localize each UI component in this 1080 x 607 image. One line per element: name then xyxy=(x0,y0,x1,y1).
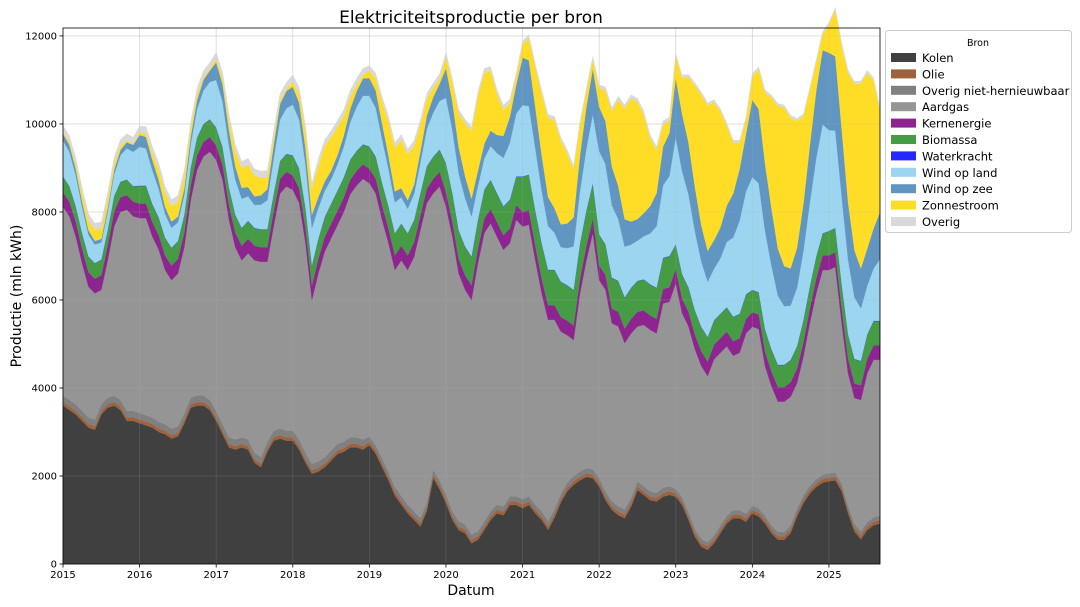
y-axis: 0 2000 4000 6000 8000 10000 12000 xyxy=(25,31,63,571)
legend-item-kolen: Kolen xyxy=(891,51,954,65)
x-axis-label: Datum xyxy=(447,583,494,599)
legend-item-zonnestroom: Zonnestroom xyxy=(891,199,999,213)
legend-label: Kolen xyxy=(922,51,954,65)
legend-item-olie: Olie xyxy=(891,67,945,81)
series-areas xyxy=(62,6,881,565)
y-tick-label: 4000 xyxy=(32,383,57,394)
x-tick-label: 2021 xyxy=(510,570,535,581)
legend-item-overig-niet-hernieuwbaar: Overig niet-hernieuwbaar xyxy=(891,84,1070,98)
legend-item-wind-op-land: Wind op land xyxy=(891,166,997,180)
y-tick-label: 12000 xyxy=(25,31,57,42)
plot-frame xyxy=(62,27,881,565)
legend-swatch xyxy=(891,102,916,112)
legend-item-biomassa: Biomassa xyxy=(891,133,977,147)
legend-swatch xyxy=(891,85,916,95)
legend-label: Wind op zee xyxy=(922,182,993,196)
y-tick-label: 2000 xyxy=(32,471,57,482)
legend-label: Wind op land xyxy=(922,166,997,180)
y-axis-label: Productie (mln kWh) xyxy=(9,225,25,368)
x-tick-label: 2020 xyxy=(433,570,458,581)
legend-item-kernenergie: Kernenergie xyxy=(891,117,991,131)
x-tick-label: 2024 xyxy=(740,570,765,581)
legend-swatch xyxy=(891,200,916,210)
legend-label: Overig niet-hernieuwbaar xyxy=(922,84,1070,98)
legend-label: Waterkracht xyxy=(922,149,993,163)
x-tick-label: 2018 xyxy=(280,570,305,581)
x-tick-label: 2023 xyxy=(663,570,688,581)
legend-box xyxy=(885,30,1072,233)
legend-label: Aardgas xyxy=(922,100,969,114)
x-tick-label: 2017 xyxy=(203,570,228,581)
legend-item-wind-op-zee: Wind op zee xyxy=(891,182,993,196)
legend-swatch xyxy=(891,184,916,194)
legend-swatch xyxy=(891,135,916,144)
legend-label: Olie xyxy=(922,67,945,81)
legend: Bron Kolen Olie Overig niet-hernieuwbaar Aa… xyxy=(885,30,1072,233)
y-tick-label: 0 xyxy=(51,560,57,571)
x-tick-label: 2016 xyxy=(127,570,152,581)
legend-swatch xyxy=(891,53,916,62)
y-tick-label: 8000 xyxy=(32,207,57,218)
y-tick-label: 10000 xyxy=(25,119,57,130)
legend-title: Bron xyxy=(967,38,989,49)
legend-label: Kernenergie xyxy=(922,117,991,131)
legend-swatch xyxy=(891,151,916,161)
legend-label: Overig xyxy=(922,215,960,229)
x-tick-label: 2019 xyxy=(357,570,382,581)
legend-item-aardgas: Aardgas xyxy=(891,100,969,114)
legend-label: Zonnestroom xyxy=(922,199,999,213)
legend-swatch xyxy=(891,217,916,226)
x-tick-label: 2015 xyxy=(50,570,75,581)
legend-swatch xyxy=(891,167,916,177)
legend-swatch xyxy=(891,118,916,128)
legend-item-waterkracht: Waterkracht xyxy=(891,149,993,163)
legend-swatch xyxy=(891,69,916,79)
x-tick-label: 2025 xyxy=(816,570,841,581)
x-tick-label: 2022 xyxy=(586,570,611,581)
legend-item-overig: Overig xyxy=(891,215,960,229)
legend-label: Biomassa xyxy=(922,133,977,147)
chart-title: Elektriciteitsproductie per bron xyxy=(339,8,603,28)
y-tick-label: 6000 xyxy=(32,295,57,306)
x-axis: 2015 2016 2017 2018 2019 2020 2021 2022 2023 2024… xyxy=(50,564,842,581)
